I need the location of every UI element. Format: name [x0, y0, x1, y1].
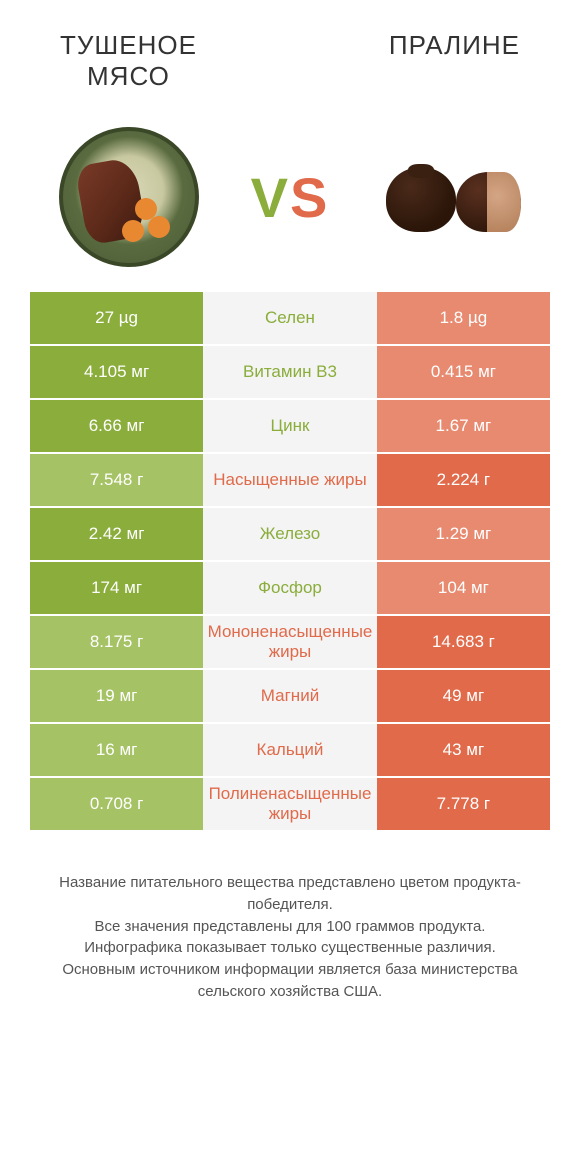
- value-left: 4.105 мг: [30, 346, 203, 398]
- pot-roast-icon: [59, 127, 199, 267]
- value-left: 8.175 г: [30, 616, 203, 668]
- praline-icon: [376, 147, 526, 247]
- table-row: 8.175 гМононенасыщенные жиры14.683 г: [30, 616, 550, 670]
- table-row: 19 мгМагний49 мг: [30, 670, 550, 724]
- value-left: 174 мг: [30, 562, 203, 614]
- title-left: ТУШЕНОЕМЯСО: [60, 30, 197, 92]
- value-right: 14.683 г: [377, 616, 550, 668]
- value-left: 27 µg: [30, 292, 203, 344]
- nutrient-name: Цинк: [203, 400, 377, 452]
- nutrient-name: Полиненасыщенные жиры: [203, 778, 377, 830]
- vs-s: S: [290, 166, 329, 229]
- nutrient-name: Фосфор: [203, 562, 377, 614]
- table-row: 7.548 гНасыщенные жиры2.224 г: [30, 454, 550, 508]
- vs-v: V: [251, 166, 290, 229]
- footnote: Название питательного вещества представл…: [0, 832, 580, 1023]
- title-right: ПРАЛИНЕ: [389, 30, 520, 92]
- table-row: 16 мгКальций43 мг: [30, 724, 550, 778]
- vs-label: VS: [251, 165, 330, 230]
- value-left: 7.548 г: [30, 454, 203, 506]
- nutrient-name: Насыщенные жиры: [203, 454, 377, 506]
- table-row: 27 µgСелен1.8 µg: [30, 292, 550, 346]
- value-left: 6.66 мг: [30, 400, 203, 452]
- value-right: 1.67 мг: [377, 400, 550, 452]
- table-row: 6.66 мгЦинк1.67 мг: [30, 400, 550, 454]
- value-left: 16 мг: [30, 724, 203, 776]
- value-left: 2.42 мг: [30, 508, 203, 560]
- nutrient-name: Кальций: [203, 724, 377, 776]
- value-left: 19 мг: [30, 670, 203, 722]
- nutrient-name: Селен: [203, 292, 377, 344]
- table-row: 2.42 мгЖелезо1.29 мг: [30, 508, 550, 562]
- comparison-table: 27 µgСелен1.8 µg4.105 мгВитамин B30.415 …: [0, 292, 580, 832]
- value-left: 0.708 г: [30, 778, 203, 830]
- food-image-right: [376, 122, 526, 272]
- nutrient-name: Магний: [203, 670, 377, 722]
- images-row: VS: [0, 112, 580, 292]
- food-image-left: [54, 122, 204, 272]
- value-right: 1.8 µg: [377, 292, 550, 344]
- value-right: 0.415 мг: [377, 346, 550, 398]
- value-right: 7.778 г: [377, 778, 550, 830]
- nutrient-name: Железо: [203, 508, 377, 560]
- table-row: 174 мгФосфор104 мг: [30, 562, 550, 616]
- value-right: 2.224 г: [377, 454, 550, 506]
- value-right: 1.29 мг: [377, 508, 550, 560]
- value-right: 49 мг: [377, 670, 550, 722]
- table-row: 0.708 гПолиненасыщенные жиры7.778 г: [30, 778, 550, 832]
- nutrient-name: Мононенасыщенные жиры: [203, 616, 377, 668]
- value-right: 43 мг: [377, 724, 550, 776]
- nutrient-name: Витамин B3: [203, 346, 377, 398]
- value-right: 104 мг: [377, 562, 550, 614]
- table-row: 4.105 мгВитамин B30.415 мг: [30, 346, 550, 400]
- header: ТУШЕНОЕМЯСО ПРАЛИНЕ: [0, 0, 580, 112]
